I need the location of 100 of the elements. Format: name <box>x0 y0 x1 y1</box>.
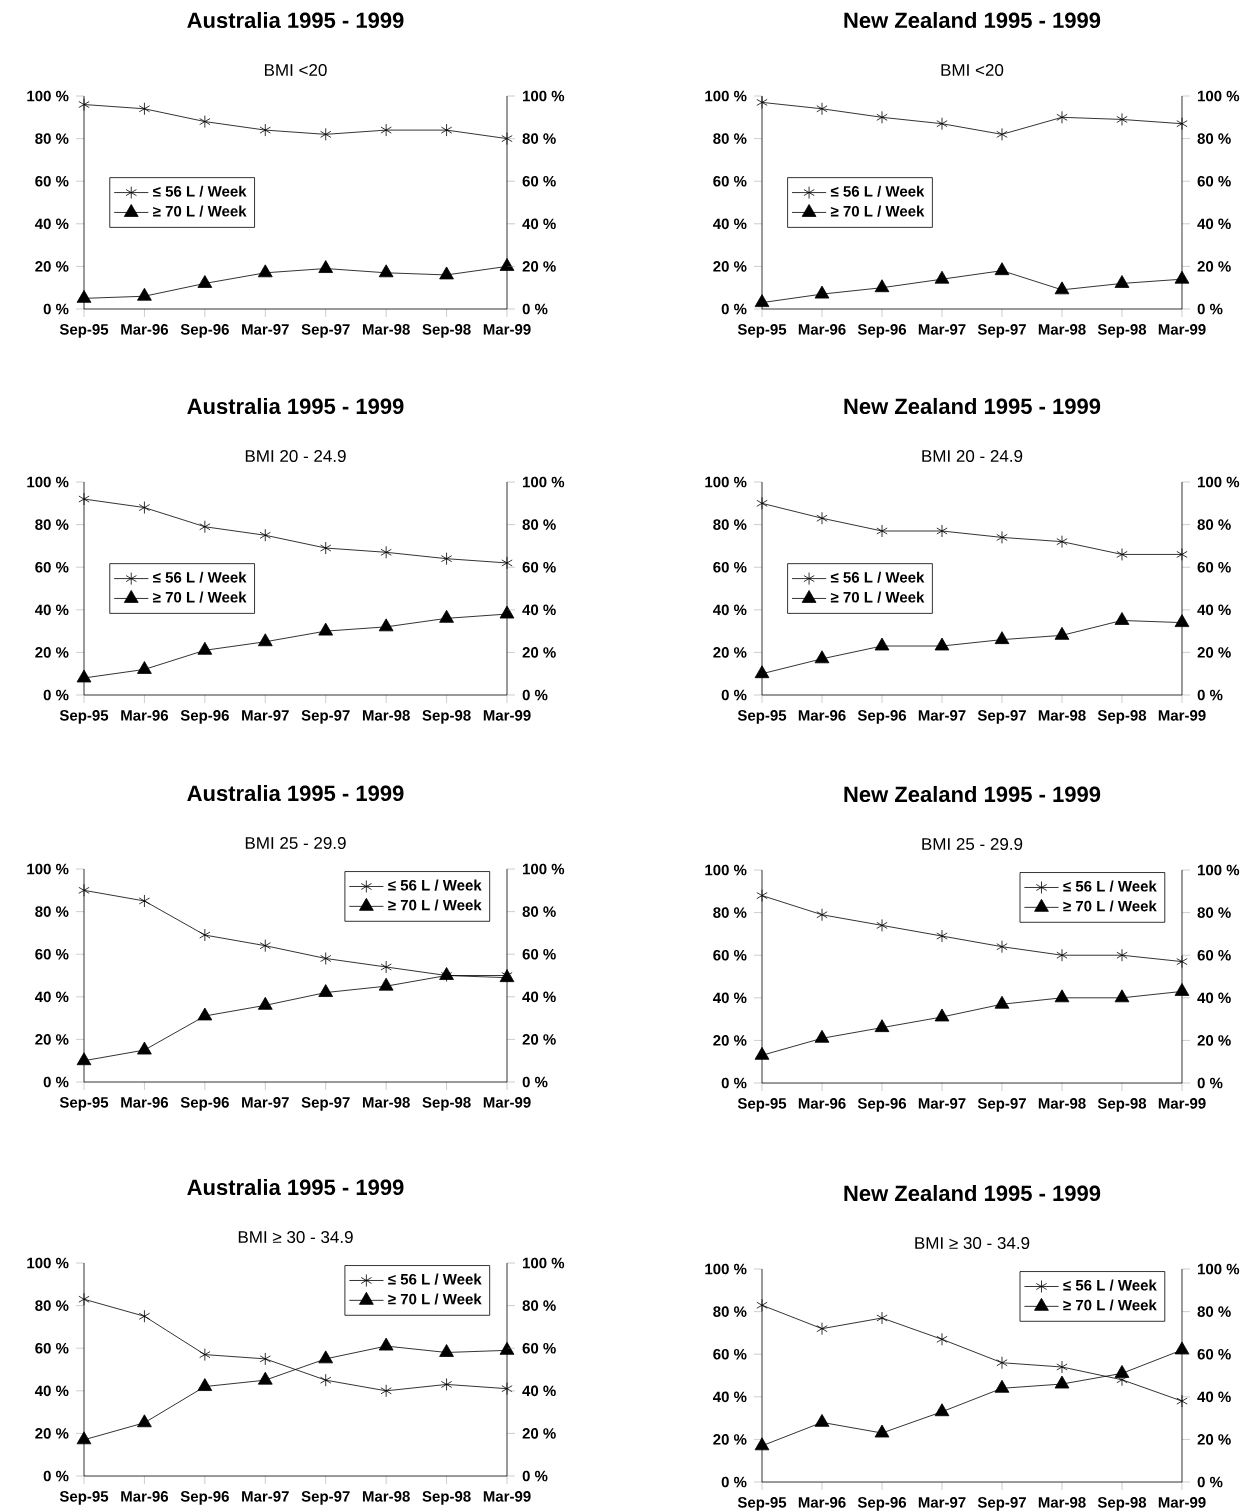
y-tick-label: 40 % <box>712 1391 747 1403</box>
x-tick-label: Mar-97 <box>242 1097 289 1108</box>
y-tick-label: 100 % <box>27 476 69 488</box>
legend-label: ≥ 70 L / Week <box>1063 1299 1157 1311</box>
x-tick-label: Mar-99 <box>483 324 531 335</box>
x-tick-label: Mar-96 <box>121 710 169 721</box>
x-tick-label: Sep-95 <box>59 324 109 338</box>
y-tick-label: 60 % <box>522 948 556 960</box>
y-tick-label: 40 % <box>1197 218 1231 230</box>
y-tick-label: 100 % <box>523 90 565 102</box>
chart-subtitle: BMI <20 <box>264 64 327 77</box>
y-tick-label: 0 % <box>522 303 548 315</box>
legend-label: ≤ 56 L / Week <box>388 879 482 891</box>
legend-label: ≥ 70 L / Week <box>830 591 925 603</box>
y-tick-label: 20 % <box>35 1428 69 1439</box>
x-tick-label: Mar-96 <box>121 1097 169 1108</box>
x-tick-label: Mar-96 <box>121 324 169 335</box>
legend-label: ≥ 70 L / Week <box>153 591 247 603</box>
y-tick-label: 0 % <box>43 1470 69 1482</box>
chart-subtitle: BMI <20 <box>941 64 1004 77</box>
y-tick-label: 60 % <box>713 1348 747 1360</box>
legend-label: ≤ 56 L / Week <box>830 185 925 197</box>
legend-label: ≥ 70 L / Week <box>1063 900 1157 912</box>
x-tick-label: Sep-97 <box>301 1491 350 1505</box>
x-tick-label: Sep-97 <box>301 324 350 338</box>
x-tick-label: Mar-96 <box>798 710 846 721</box>
x-tick-label: Sep-96 <box>857 1497 907 1511</box>
y-tick-label: 40 % <box>522 991 556 1003</box>
y-tick-label: 100 % <box>523 863 565 875</box>
chart-title: New Zealand 1995 - 1999 <box>844 397 1101 415</box>
y-tick-label: 40 % <box>522 218 556 230</box>
x-tick-label: Sep-96 <box>180 1097 229 1111</box>
x-tick-label: Sep-95 <box>737 710 787 724</box>
x-tick-label: Sep-95 <box>737 324 787 338</box>
x-tick-label: Sep-98 <box>422 324 471 338</box>
y-tick-label: 100 % <box>705 864 747 876</box>
y-tick-label: 0 % <box>721 1476 747 1488</box>
chart-title: Australia 1995 - 1999 <box>187 11 404 29</box>
y-tick-label: 20 % <box>522 261 556 272</box>
x-tick-label: Sep-95 <box>59 710 109 724</box>
x-tick-label: Sep-97 <box>977 1098 1026 1112</box>
x-tick-label: Mar-97 <box>918 1098 966 1109</box>
x-tick-label: Mar-97 <box>918 324 966 335</box>
x-tick-label: Sep-95 <box>737 1098 787 1112</box>
x-tick-label: Sep-97 <box>301 1097 350 1111</box>
chart-subtitle: BMI ≥ 30 - 34.9 <box>238 1231 353 1244</box>
y-tick-label: 60 % <box>522 175 556 187</box>
y-tick-label: 60 % <box>713 561 747 573</box>
y-tick-label: 100 % <box>1198 90 1240 102</box>
y-tick-label: 20 % <box>522 1034 556 1045</box>
chart-title: Australia 1995 - 1999 <box>187 397 404 415</box>
y-tick-label: 80 % <box>522 906 556 917</box>
x-tick-label: Sep-98 <box>422 1097 471 1111</box>
y-tick-label: 80 % <box>35 1300 69 1311</box>
y-tick-label: 20 % <box>713 647 747 658</box>
legend-label: ≥ 70 L / Week <box>388 1293 482 1305</box>
x-tick-label: Mar-98 <box>1038 1497 1086 1508</box>
legend-label: ≥ 70 L / Week <box>830 205 925 217</box>
x-tick-label: Sep-98 <box>1097 324 1147 338</box>
x-tick-label: Sep-97 <box>301 710 350 724</box>
y-tick-label: 100 % <box>705 1263 747 1275</box>
x-tick-label: Sep-96 <box>180 324 229 338</box>
y-tick-label: 60 % <box>35 1342 69 1354</box>
y-tick-label: 80 % <box>522 133 556 144</box>
y-tick-label: 80 % <box>713 519 747 530</box>
x-tick-label: Mar-98 <box>362 710 410 721</box>
x-tick-label: Mar-98 <box>1038 324 1086 335</box>
x-tick-label: Sep-97 <box>977 324 1026 338</box>
y-tick-label: 0 % <box>1197 303 1223 315</box>
x-tick-label: Mar-97 <box>242 324 289 335</box>
chart-subtitle: BMI 25 - 29.9 <box>922 838 1023 851</box>
x-tick-label: Mar-99 <box>1158 1098 1206 1109</box>
chart-subtitle: BMI ≥ 30 - 34.9 <box>915 1237 1030 1250</box>
x-tick-label: Sep-98 <box>1097 710 1147 724</box>
x-tick-label: Mar-96 <box>121 1491 169 1502</box>
y-tick-label: 80 % <box>1197 133 1231 144</box>
x-tick-label: Mar-99 <box>483 710 531 721</box>
y-tick-label: 80 % <box>35 519 69 530</box>
y-tick-label: 40 % <box>34 604 69 616</box>
legend-label: ≤ 56 L / Week <box>1063 880 1157 892</box>
y-tick-label: 20 % <box>35 647 69 658</box>
y-tick-label: 0 % <box>721 689 747 701</box>
y-tick-label: 100 % <box>27 1257 69 1269</box>
x-tick-label: Mar-99 <box>1158 710 1206 721</box>
x-tick-label: Sep-96 <box>180 710 229 724</box>
legend-label: ≥ 70 L / Week <box>153 205 247 217</box>
x-tick-label: Mar-98 <box>1038 710 1086 721</box>
y-tick-label: 20 % <box>1197 261 1231 272</box>
x-tick-label: Mar-96 <box>798 1098 846 1109</box>
x-tick-label: Sep-98 <box>422 710 471 724</box>
x-tick-label: Mar-98 <box>362 324 410 335</box>
y-tick-label: 80 % <box>713 907 747 918</box>
x-tick-label: Sep-98 <box>1097 1098 1147 1112</box>
y-tick-label: 60 % <box>35 561 69 573</box>
chart-subtitle: BMI 20 - 24.9 <box>245 450 346 463</box>
y-tick-label: 0 % <box>43 689 69 701</box>
chart-title: New Zealand 1995 - 1999 <box>844 1184 1101 1202</box>
x-tick-label: Sep-95 <box>59 1097 109 1111</box>
x-tick-label: Mar-97 <box>242 710 289 721</box>
y-tick-label: 40 % <box>712 604 747 616</box>
